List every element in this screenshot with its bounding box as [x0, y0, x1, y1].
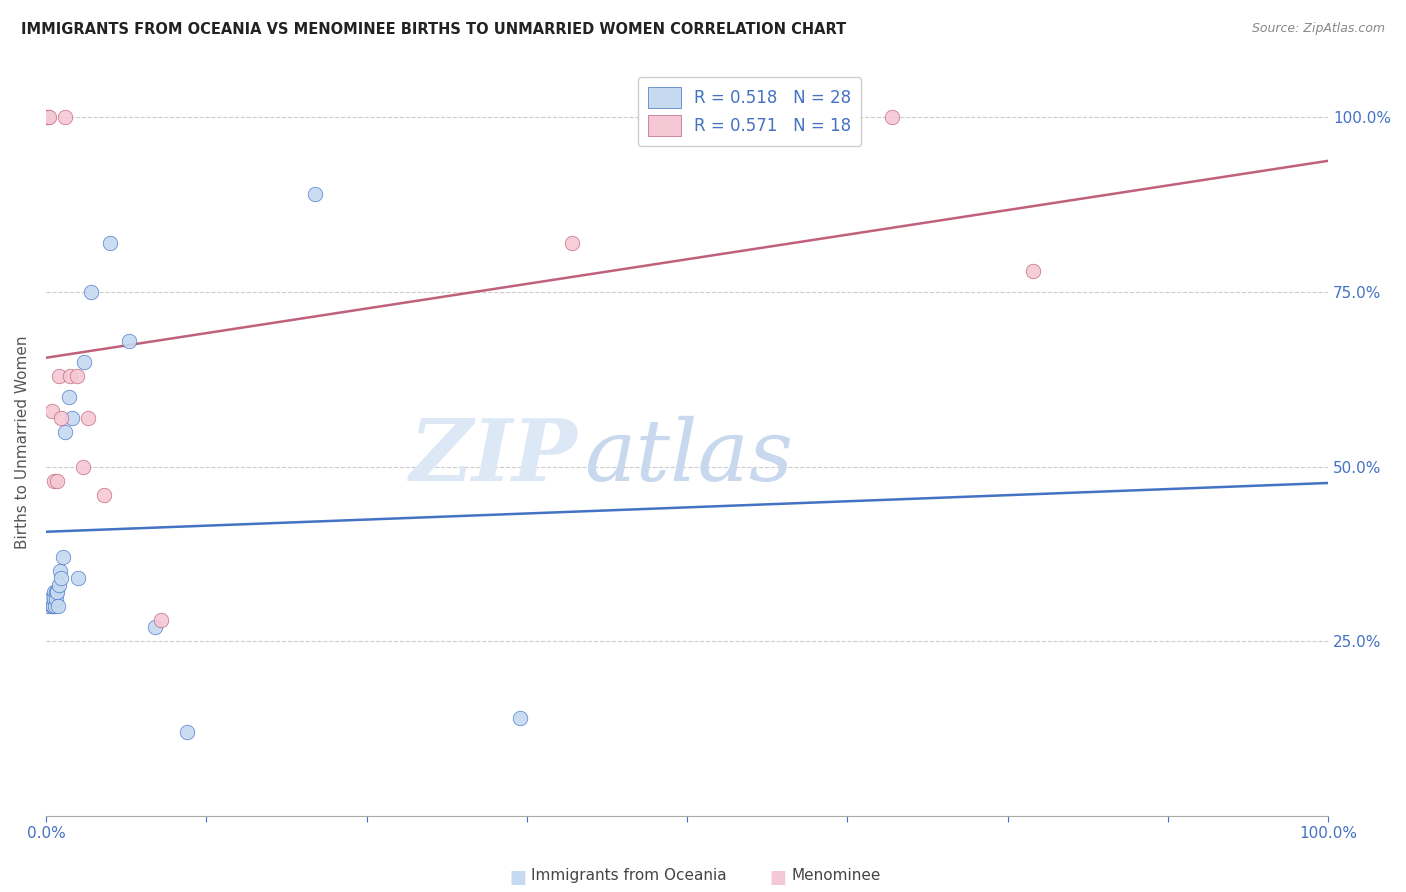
Point [37, 111, 59, 125]
Point [38, 111, 60, 125]
Point [509, 711, 531, 725]
Point [41, 599, 63, 614]
Y-axis label: Births to Unmarried Women: Births to Unmarried Women [15, 335, 30, 549]
Point [45, 585, 67, 599]
Text: Immigrants from Oceania: Immigrants from Oceania [531, 869, 727, 883]
Point [66, 368, 89, 383]
Point [45, 474, 67, 488]
Text: atlas: atlas [585, 416, 793, 499]
Point [45, 592, 67, 607]
Point [39, 592, 62, 607]
Point [58, 390, 80, 404]
Point [72, 459, 94, 474]
Point [882, 111, 904, 125]
Point [73, 355, 96, 369]
Point [51, 410, 73, 425]
Point [561, 236, 583, 251]
Point [37, 599, 59, 614]
Point [1022, 264, 1045, 278]
Point [41, 592, 63, 607]
Point [45, 585, 67, 599]
Legend: R = 0.518   N = 28, R = 0.571   N = 18: R = 0.518 N = 28, R = 0.571 N = 18 [638, 77, 862, 146]
Text: ▪: ▪ [769, 862, 787, 890]
Point [304, 187, 326, 202]
Point [93, 487, 115, 501]
Point [77, 410, 100, 425]
Point [48, 368, 70, 383]
Point [42, 599, 65, 614]
Point [118, 334, 141, 348]
Point [53, 111, 76, 125]
Point [49, 565, 72, 579]
Point [66, 571, 89, 585]
Point [59, 368, 82, 383]
Point [42, 585, 65, 599]
Point [41, 404, 63, 418]
Point [176, 725, 198, 739]
Text: ▪: ▪ [509, 862, 527, 890]
Point [53, 425, 76, 439]
Point [143, 620, 166, 634]
Point [150, 613, 173, 627]
Point [46, 599, 69, 614]
Point [60, 410, 83, 425]
Point [51, 571, 73, 585]
Text: Source: ZipAtlas.com: Source: ZipAtlas.com [1251, 22, 1385, 36]
Point [52, 550, 75, 565]
Text: Menominee: Menominee [792, 869, 882, 883]
Point [44, 599, 66, 614]
Point [37, 111, 59, 125]
Point [98, 236, 121, 251]
Point [44, 592, 66, 607]
Point [48, 578, 70, 592]
Text: ZIP: ZIP [411, 416, 578, 499]
Point [80, 285, 103, 299]
Point [44, 474, 66, 488]
Text: IMMIGRANTS FROM OCEANIA VS MENOMINEE BIRTHS TO UNMARRIED WOMEN CORRELATION CHART: IMMIGRANTS FROM OCEANIA VS MENOMINEE BIR… [21, 22, 846, 37]
